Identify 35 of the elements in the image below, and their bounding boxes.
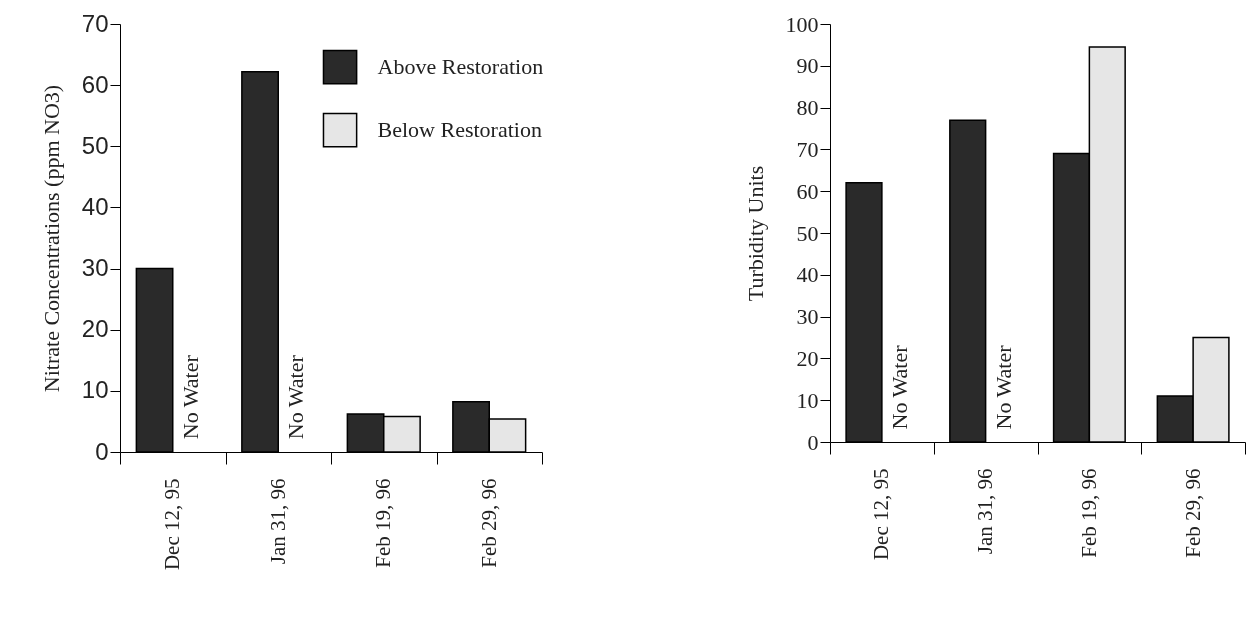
y-tick-label: 20 — [796, 345, 819, 371]
x-tick-label: Dec 12, 95 — [869, 468, 894, 561]
annotation: No Water — [886, 344, 912, 430]
y-tick-label: 20 — [81, 315, 109, 343]
x-tick-label: Jan 31, 96 — [973, 468, 998, 555]
y-tick-label: 50 — [796, 220, 819, 246]
annotation: No Water — [283, 354, 309, 440]
y-tick-label: 40 — [796, 262, 819, 288]
x-tick-label: Feb 19, 96 — [371, 478, 396, 568]
x-tick-label: Jan 31, 96 — [265, 478, 290, 565]
y-tick-label: 0 — [95, 437, 109, 465]
y-axis-title: Turbidity Units — [742, 165, 768, 302]
annotation: No Water — [990, 344, 1016, 430]
y-tick-label: 0 — [807, 429, 819, 455]
y-tick-label: 60 — [796, 178, 819, 204]
x-tick-label: Dec 12, 95 — [160, 478, 185, 571]
y-axis-title: Nitrate Concentrations (ppm NO3) — [38, 84, 64, 393]
y-tick-label: 10 — [81, 376, 109, 404]
y-tick-label: 30 — [796, 304, 819, 330]
legend-label: Below Restoration — [377, 117, 542, 143]
y-tick-label: 50 — [81, 131, 109, 159]
y-tick-label: 60 — [81, 70, 109, 98]
y-tick-label: 90 — [796, 53, 819, 79]
y-tick-label: 70 — [81, 9, 109, 37]
y-tick-label: 10 — [796, 387, 819, 413]
y-tick-label: 70 — [796, 136, 819, 162]
x-tick-label: Feb 19, 96 — [1076, 468, 1101, 558]
annotation: No Water — [177, 354, 203, 440]
x-tick-label: Feb 29, 96 — [1180, 468, 1205, 558]
y-tick-label: 30 — [81, 254, 109, 282]
y-tick-label: 100 — [785, 11, 819, 37]
y-tick-label: 80 — [796, 95, 819, 121]
x-tick-label: Feb 29, 96 — [476, 478, 501, 568]
y-tick-label: 40 — [81, 192, 109, 220]
legend-label: Above Restoration — [377, 54, 544, 80]
